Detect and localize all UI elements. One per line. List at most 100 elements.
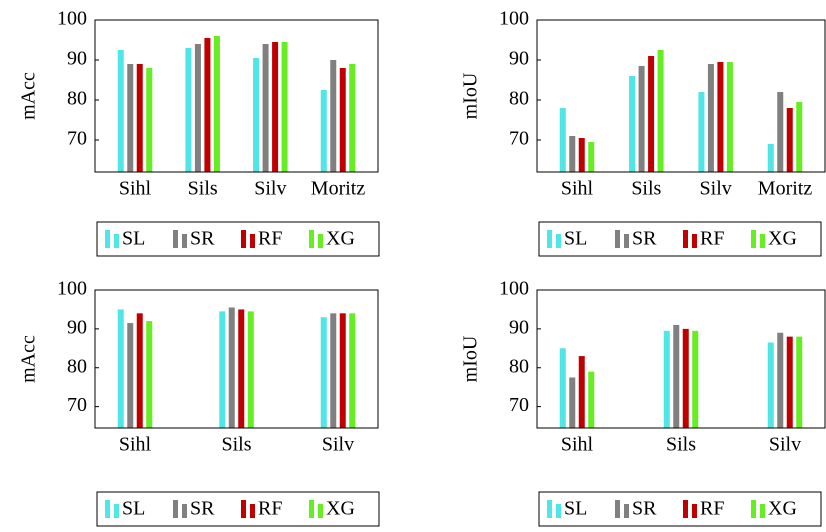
bar — [136, 313, 143, 428]
bar — [767, 342, 774, 428]
x-tick-label: Sihl — [119, 178, 152, 200]
bar — [559, 348, 566, 428]
x-tick-label: Silv — [769, 434, 801, 456]
legend-swatch — [692, 504, 697, 518]
y-tick-label: 80 — [509, 88, 529, 110]
bar — [673, 324, 680, 428]
bar — [796, 102, 803, 172]
legend-swatch — [250, 504, 255, 518]
legend-label: SL — [122, 228, 145, 250]
bar — [320, 90, 327, 172]
legend-swatch — [309, 230, 314, 248]
x-tick-label: Sils — [188, 178, 218, 200]
legend-box — [96, 491, 380, 527]
legend-label: XG — [326, 228, 355, 250]
bar — [117, 309, 124, 428]
bar — [349, 64, 356, 172]
legend-swatch — [547, 230, 552, 248]
bar — [698, 92, 705, 172]
bar — [272, 42, 279, 172]
legend-swatch — [556, 234, 561, 248]
bar — [777, 332, 784, 428]
bar — [707, 64, 714, 172]
bar — [692, 330, 699, 428]
legend-swatch — [683, 500, 688, 518]
x-tick-label: Sihl — [561, 434, 594, 456]
legend-swatch — [318, 234, 323, 248]
legend-swatch — [318, 504, 323, 518]
legend-label: SR — [632, 498, 657, 520]
x-tick-label: Sihl — [119, 434, 152, 456]
legend-swatch — [760, 504, 765, 518]
bar — [767, 144, 774, 172]
bar — [663, 330, 670, 428]
bar — [726, 62, 733, 172]
bar — [253, 58, 260, 172]
legend-swatch — [114, 504, 119, 518]
y-tick-label: 100 — [57, 278, 87, 300]
bar — [786, 336, 793, 428]
legend-swatch — [556, 504, 561, 518]
y-tick-label: 80 — [509, 355, 529, 377]
x-tick-label: Sils — [631, 178, 661, 200]
legend-box — [96, 221, 380, 257]
legend-swatch — [250, 234, 255, 248]
legend-label: RF — [700, 228, 724, 250]
legend-label: SR — [190, 228, 215, 250]
legend-swatch — [241, 500, 246, 518]
legend-label: XG — [768, 498, 797, 520]
x-tick-label: Sils — [666, 434, 696, 456]
bar — [657, 50, 664, 172]
bar — [194, 44, 201, 172]
x-tick-label: Moritz — [758, 178, 813, 200]
bar — [127, 64, 134, 172]
y-tick-label: 100 — [499, 278, 529, 300]
legend-label: SL — [564, 498, 587, 520]
y-axis-label: mAcc — [18, 72, 40, 120]
plot-frame — [536, 19, 826, 173]
bar — [559, 108, 566, 172]
bar — [146, 321, 153, 428]
bar — [569, 136, 576, 172]
y-tick-label: 80 — [67, 88, 87, 110]
bar — [127, 323, 134, 428]
legend-label: RF — [258, 228, 282, 250]
y-tick-label: 90 — [509, 48, 529, 70]
bar — [219, 311, 226, 428]
legend-swatch — [114, 234, 119, 248]
bar — [777, 92, 784, 172]
bar — [213, 36, 220, 172]
legend-label: RF — [700, 498, 724, 520]
bar — [330, 60, 337, 172]
bar — [320, 317, 327, 428]
x-tick-label: Moritz — [311, 178, 366, 200]
legend-box — [538, 221, 822, 257]
legend-swatch — [615, 230, 620, 248]
legend-label: XG — [768, 228, 797, 250]
legend-swatch — [182, 234, 187, 248]
bar — [717, 62, 724, 172]
legend-swatch — [751, 230, 756, 248]
bar — [330, 313, 337, 428]
y-tick-label: 90 — [67, 48, 87, 70]
bar — [629, 76, 636, 172]
y-tick-label: 70 — [509, 128, 529, 150]
bar — [339, 313, 346, 428]
y-tick-label: 70 — [509, 394, 529, 416]
legend-swatch — [683, 230, 688, 248]
y-tick-label: 90 — [509, 316, 529, 338]
bar — [648, 56, 655, 172]
bar — [204, 38, 211, 172]
y-tick-label: 100 — [57, 8, 87, 30]
legend-swatch — [309, 500, 314, 518]
bar — [786, 108, 793, 172]
bar — [638, 66, 645, 172]
legend-swatch — [692, 234, 697, 248]
bar — [339, 68, 346, 172]
bar — [247, 311, 254, 428]
legend-swatch — [624, 234, 629, 248]
y-tick-label: 70 — [67, 128, 87, 150]
x-tick-label: Sils — [221, 434, 251, 456]
legend-swatch — [624, 504, 629, 518]
legend-swatch — [615, 500, 620, 518]
